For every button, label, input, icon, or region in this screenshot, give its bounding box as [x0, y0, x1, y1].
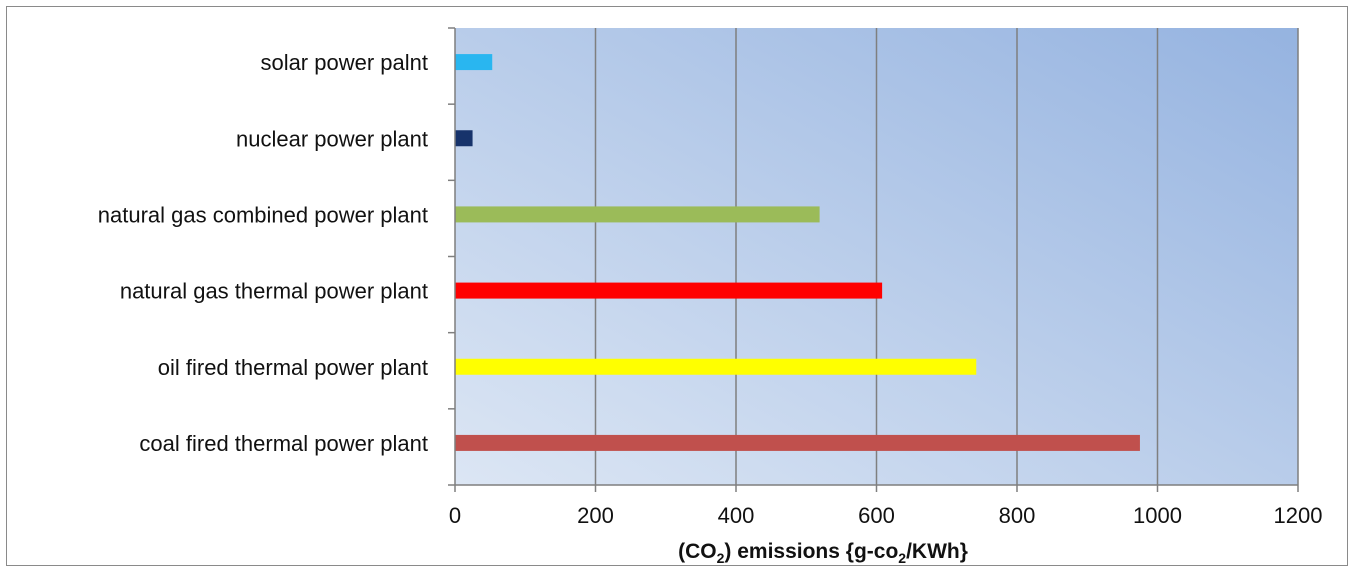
- x-tick-label: 1000: [1133, 503, 1182, 528]
- category-label: oil fired thermal power plant: [158, 355, 428, 380]
- x-tick-label: 0: [449, 503, 461, 528]
- category-label: natural gas combined power plant: [98, 202, 428, 227]
- x-axis-title-sub2: 2: [898, 550, 906, 566]
- bars: [455, 54, 1140, 451]
- x-tick-label: 400: [718, 503, 755, 528]
- bar: [455, 54, 493, 71]
- x-tick-label: 800: [999, 503, 1036, 528]
- category-label: natural gas thermal power plant: [120, 279, 428, 304]
- tick-labels: 0 200 400 600 800 1000 1200: [449, 503, 1323, 528]
- x-tick-label: 600: [858, 503, 895, 528]
- x-axis-title-sub1: 2: [717, 550, 725, 566]
- category-label: nuclear power plant: [236, 126, 428, 151]
- category-label: coal fired thermal power plant: [139, 431, 428, 456]
- x-axis-title-suffix: /KWh}: [906, 540, 968, 563]
- category-labels: solar power palnt nuclear power plant natu…: [98, 50, 428, 456]
- bar: [455, 130, 473, 147]
- bar: [455, 358, 977, 375]
- gridlines: [594, 28, 1299, 485]
- x-axis-title-prefix: (CO: [678, 540, 717, 563]
- category-label: solar power palnt: [260, 50, 428, 75]
- x-tick-label: 1200: [1274, 503, 1323, 528]
- x-axis-title: (CO2) emissions {g-co2/KWh}: [678, 540, 968, 566]
- x-axis-title-middle: ) emissions {g-co: [724, 540, 898, 563]
- bar: [455, 206, 820, 223]
- bar: [455, 434, 1140, 451]
- bar: [455, 282, 883, 299]
- x-tick-label: 200: [577, 503, 614, 528]
- axes: [448, 27, 1299, 492]
